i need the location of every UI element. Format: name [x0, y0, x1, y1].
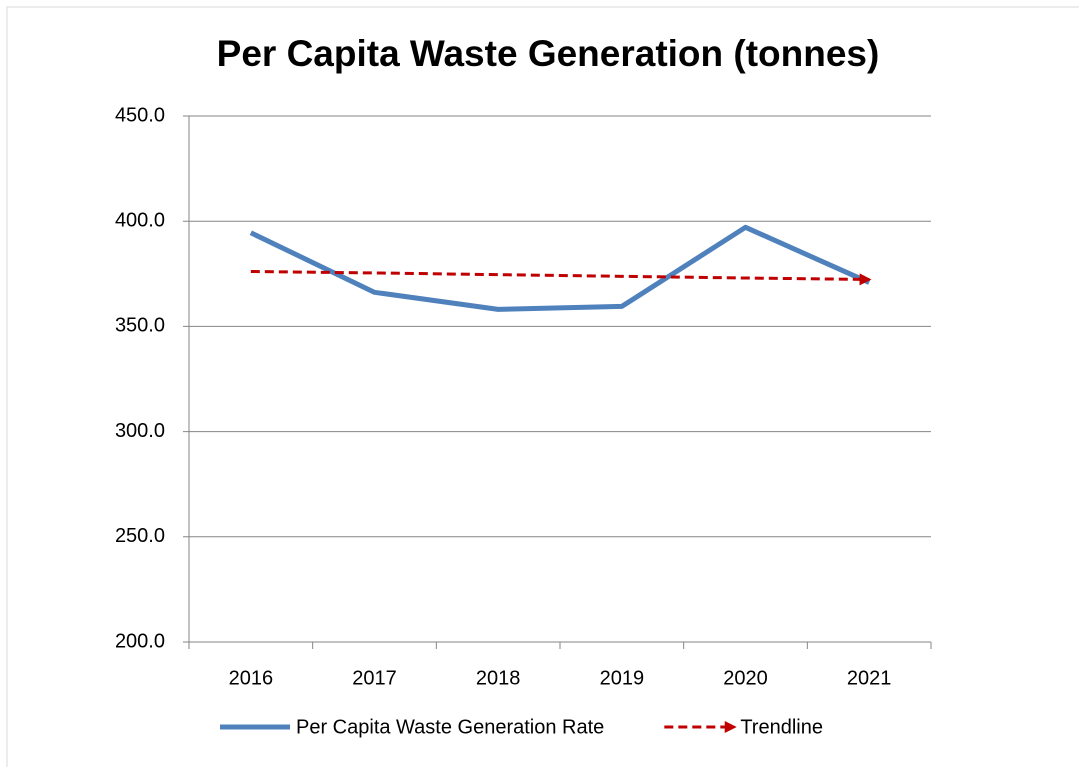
- legend-label: Per Capita Waste Generation Rate: [296, 716, 604, 738]
- x-tick-label: 2016: [229, 667, 274, 689]
- chart-title: Per Capita Waste Generation (tonnes): [217, 33, 880, 74]
- legend-label: Trendline: [740, 716, 823, 738]
- x-tick-label: 2021: [847, 667, 892, 689]
- y-tick-label: 300.0: [115, 420, 165, 442]
- y-tick-label: 350.0: [115, 315, 165, 337]
- x-tick-label: 2020: [723, 667, 768, 689]
- data-line: [249, 224, 871, 312]
- y-tick-label: 450.0: [115, 104, 165, 126]
- y-tick-label: 250.0: [115, 525, 165, 547]
- chart-frame: [6, 6, 1079, 767]
- x-tick-label: 2017: [352, 667, 397, 689]
- y-tick-label: 200.0: [115, 630, 165, 652]
- x-tick-label: 2019: [600, 667, 645, 689]
- data-line: [250, 269, 872, 286]
- x-tick-label: 2018: [476, 667, 521, 689]
- y-tick-label: 400.0: [115, 209, 165, 231]
